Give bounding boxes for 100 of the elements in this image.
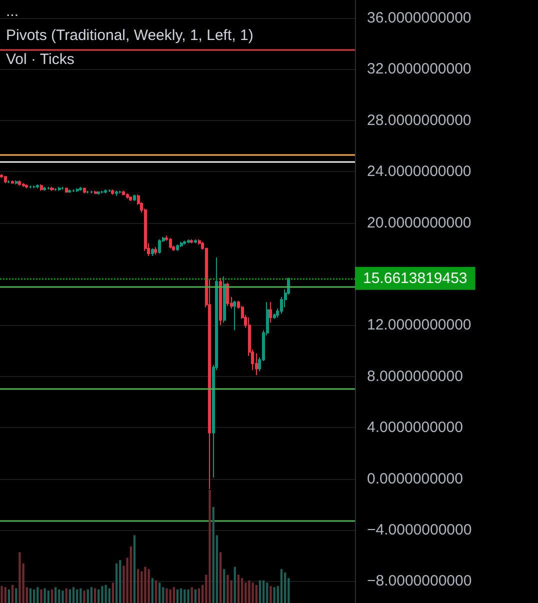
bar [32, 589, 36, 603]
bar [80, 588, 82, 603]
bar [172, 587, 175, 603]
candlestick [129, 196, 132, 202]
candlestick [97, 192, 100, 196]
candlestick [58, 186, 61, 192]
bar [234, 566, 236, 603]
candlestick [43, 186, 46, 192]
candlestick [154, 246, 157, 256]
candlestick [65, 188, 68, 193]
y-tick-label: 32.0000000000 [367, 60, 472, 78]
bar [136, 569, 140, 603]
candlestick [15, 180, 18, 185]
candlestick [50, 186, 54, 192]
bar [104, 584, 107, 603]
candlestick [269, 302, 272, 324]
bar [154, 580, 158, 603]
candlestick [4, 176, 7, 184]
candlestick [83, 188, 86, 194]
bar [94, 588, 96, 603]
bar [0, 586, 3, 603]
bar [190, 587, 193, 603]
bar [54, 587, 57, 603]
candlestick [176, 244, 179, 252]
bar [258, 580, 262, 603]
bar [255, 584, 258, 603]
bar [101, 586, 104, 603]
candlestick [18, 180, 21, 186]
bar [86, 589, 89, 603]
bar [248, 580, 250, 603]
bar [40, 589, 42, 603]
bar [112, 582, 114, 603]
y-tick-label: 12.0000000000 [367, 316, 472, 334]
bar [108, 588, 110, 603]
bar [270, 586, 272, 603]
y-tick-label: 4.0000000000 [367, 419, 463, 436]
bar [273, 587, 276, 603]
y-tick-label: 28.0000000000 [367, 112, 472, 129]
bar [169, 589, 172, 603]
bar [208, 490, 211, 603]
bar [151, 578, 154, 603]
bar [90, 587, 93, 603]
bar [72, 587, 75, 603]
bar [180, 588, 182, 603]
candlestick [111, 188, 114, 196]
bar [252, 582, 254, 603]
bar [65, 588, 68, 603]
bar [76, 589, 78, 603]
bar [176, 589, 179, 603]
bar [4, 587, 6, 603]
candlestick [79, 186, 82, 192]
y-tick-label: 20.0000000000 [367, 214, 472, 232]
bar [280, 569, 283, 603]
candlestick [190, 238, 193, 244]
candlestick [126, 192, 129, 199]
bar [223, 569, 226, 603]
bar [237, 574, 240, 603]
annotation: ... [6, 3, 19, 20]
annotation: Pivots (Traditional, Weekly, 1, Left, 1) [6, 27, 254, 44]
bar [50, 589, 54, 603]
bar [29, 588, 32, 603]
y-tick-label: 0.0000000000 [367, 470, 463, 488]
candlestick [36, 184, 39, 189]
bar [98, 589, 100, 603]
bar [198, 588, 200, 603]
candlestick [194, 238, 197, 244]
bar [212, 506, 214, 603]
bar [58, 589, 60, 603]
candlestick [233, 300, 236, 331]
bar [119, 560, 122, 603]
candlestick [104, 188, 107, 194]
candlestick [198, 238, 201, 246]
bar [15, 588, 18, 603]
bar [18, 552, 21, 603]
bar [36, 587, 39, 603]
y-tick-label: 24.0000000000 [367, 163, 472, 180]
y-tick-label: −4.0000000000 [367, 522, 472, 539]
candlestick [133, 194, 136, 202]
bar [115, 563, 118, 603]
bar [68, 589, 71, 603]
candlestick [122, 190, 125, 196]
bar [266, 582, 268, 603]
candlestick [183, 240, 186, 246]
candlestick [169, 238, 172, 249]
bar [184, 589, 186, 603]
bar [194, 589, 197, 603]
annotation: Vol · Ticks [6, 51, 74, 68]
bar [166, 588, 168, 603]
candlestick [187, 238, 190, 244]
bar [62, 590, 64, 603]
bar [219, 552, 222, 603]
candlestick [68, 188, 71, 193]
ref-line-label: 15.6613819453 [363, 270, 468, 287]
candlestick [223, 276, 226, 324]
bar [144, 566, 146, 603]
candlestick [115, 190, 118, 196]
candlestick [226, 282, 229, 306]
candlestick [151, 248, 154, 257]
candlestick [158, 238, 161, 254]
bar [8, 589, 10, 603]
